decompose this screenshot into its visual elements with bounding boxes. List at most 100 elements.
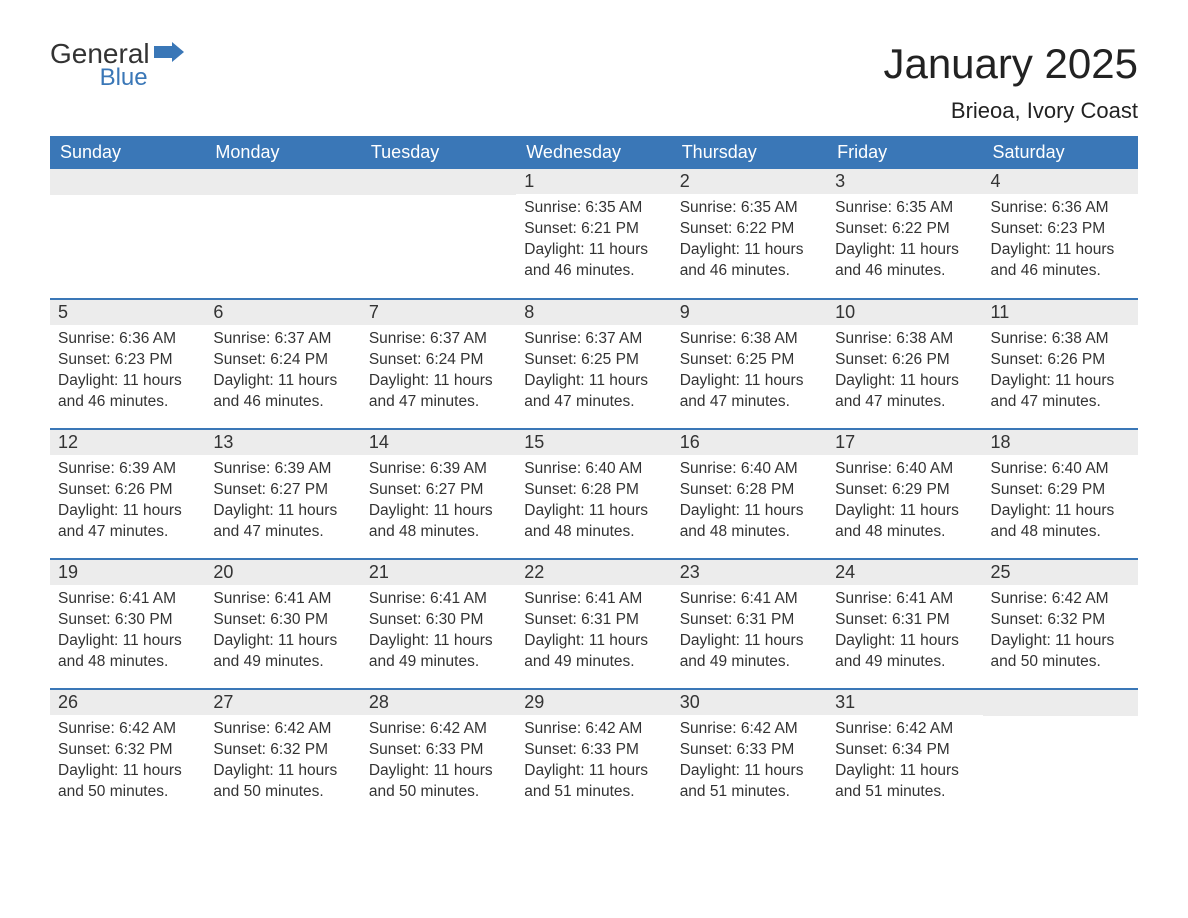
- empty-data: [361, 195, 516, 295]
- day-number: 27: [205, 690, 360, 715]
- day-number: 26: [50, 690, 205, 715]
- daylight-text: Daylight: 11 hours and 47 minutes.: [524, 371, 663, 413]
- sunrise-text: Sunrise: 6:41 AM: [213, 589, 352, 610]
- title-block: January 2025 Brieoa, Ivory Coast: [883, 40, 1138, 124]
- day-data: Sunrise: 6:37 AMSunset: 6:24 PMDaylight:…: [361, 325, 516, 423]
- calendar-week-row: 1Sunrise: 6:35 AMSunset: 6:21 PMDaylight…: [50, 169, 1138, 299]
- calendar-cell: 23Sunrise: 6:41 AMSunset: 6:31 PMDayligh…: [672, 559, 827, 689]
- day-data: Sunrise: 6:35 AMSunset: 6:21 PMDaylight:…: [516, 194, 671, 292]
- sunrise-text: Sunrise: 6:40 AM: [680, 459, 819, 480]
- sunrise-text: Sunrise: 6:36 AM: [58, 329, 197, 350]
- day-number: 25: [983, 560, 1138, 585]
- day-number: 4: [983, 169, 1138, 194]
- day-number: 22: [516, 560, 671, 585]
- sunrise-text: Sunrise: 6:39 AM: [213, 459, 352, 480]
- sunset-text: Sunset: 6:23 PM: [58, 350, 197, 371]
- location: Brieoa, Ivory Coast: [883, 98, 1138, 124]
- calendar-cell: [361, 169, 516, 299]
- day-data: Sunrise: 6:36 AMSunset: 6:23 PMDaylight:…: [983, 194, 1138, 292]
- day-data: Sunrise: 6:38 AMSunset: 6:26 PMDaylight:…: [827, 325, 982, 423]
- daylight-text: Daylight: 11 hours and 48 minutes.: [835, 501, 974, 543]
- empty-daynum: [983, 690, 1138, 716]
- calendar-cell: 10Sunrise: 6:38 AMSunset: 6:26 PMDayligh…: [827, 299, 982, 429]
- sunset-text: Sunset: 6:31 PM: [524, 610, 663, 631]
- sunrise-text: Sunrise: 6:41 AM: [835, 589, 974, 610]
- calendar-cell: 31Sunrise: 6:42 AMSunset: 6:34 PMDayligh…: [827, 689, 982, 819]
- calendar-cell: 5Sunrise: 6:36 AMSunset: 6:23 PMDaylight…: [50, 299, 205, 429]
- daylight-text: Daylight: 11 hours and 49 minutes.: [369, 631, 508, 673]
- calendar-cell: 4Sunrise: 6:36 AMSunset: 6:23 PMDaylight…: [983, 169, 1138, 299]
- weekday-header: Thursday: [672, 136, 827, 169]
- sunrise-text: Sunrise: 6:42 AM: [213, 719, 352, 740]
- empty-data: [205, 195, 360, 295]
- daylight-text: Daylight: 11 hours and 47 minutes.: [991, 371, 1130, 413]
- sunset-text: Sunset: 6:26 PM: [991, 350, 1130, 371]
- calendar-week-row: 5Sunrise: 6:36 AMSunset: 6:23 PMDaylight…: [50, 299, 1138, 429]
- calendar-cell: [983, 689, 1138, 819]
- calendar-cell: 14Sunrise: 6:39 AMSunset: 6:27 PMDayligh…: [361, 429, 516, 559]
- calendar-cell: 28Sunrise: 6:42 AMSunset: 6:33 PMDayligh…: [361, 689, 516, 819]
- day-data: Sunrise: 6:40 AMSunset: 6:29 PMDaylight:…: [983, 455, 1138, 553]
- weekday-header-row: Sunday Monday Tuesday Wednesday Thursday…: [50, 136, 1138, 169]
- sunrise-text: Sunrise: 6:41 AM: [524, 589, 663, 610]
- logo: General Blue: [50, 40, 184, 90]
- daylight-text: Daylight: 11 hours and 48 minutes.: [680, 501, 819, 543]
- day-number: 21: [361, 560, 516, 585]
- daylight-text: Daylight: 11 hours and 48 minutes.: [369, 501, 508, 543]
- day-data: Sunrise: 6:36 AMSunset: 6:23 PMDaylight:…: [50, 325, 205, 423]
- calendar-cell: 18Sunrise: 6:40 AMSunset: 6:29 PMDayligh…: [983, 429, 1138, 559]
- empty-daynum: [50, 169, 205, 195]
- sunset-text: Sunset: 6:27 PM: [369, 480, 508, 501]
- sunrise-text: Sunrise: 6:39 AM: [58, 459, 197, 480]
- calendar-cell: 24Sunrise: 6:41 AMSunset: 6:31 PMDayligh…: [827, 559, 982, 689]
- day-number: 9: [672, 300, 827, 325]
- day-data: Sunrise: 6:41 AMSunset: 6:31 PMDaylight:…: [516, 585, 671, 683]
- sunrise-text: Sunrise: 6:42 AM: [991, 589, 1130, 610]
- calendar-cell: 26Sunrise: 6:42 AMSunset: 6:32 PMDayligh…: [50, 689, 205, 819]
- daylight-text: Daylight: 11 hours and 47 minutes.: [58, 501, 197, 543]
- calendar-cell: [205, 169, 360, 299]
- sunrise-text: Sunrise: 6:41 AM: [369, 589, 508, 610]
- calendar-cell: 25Sunrise: 6:42 AMSunset: 6:32 PMDayligh…: [983, 559, 1138, 689]
- day-data: Sunrise: 6:42 AMSunset: 6:32 PMDaylight:…: [50, 715, 205, 813]
- calendar-cell: 30Sunrise: 6:42 AMSunset: 6:33 PMDayligh…: [672, 689, 827, 819]
- sunset-text: Sunset: 6:31 PM: [680, 610, 819, 631]
- sunrise-text: Sunrise: 6:41 AM: [680, 589, 819, 610]
- sunset-text: Sunset: 6:32 PM: [213, 740, 352, 761]
- daylight-text: Daylight: 11 hours and 50 minutes.: [369, 761, 508, 803]
- sunrise-text: Sunrise: 6:38 AM: [991, 329, 1130, 350]
- daylight-text: Daylight: 11 hours and 47 minutes.: [680, 371, 819, 413]
- daylight-text: Daylight: 11 hours and 51 minutes.: [524, 761, 663, 803]
- day-number: 24: [827, 560, 982, 585]
- day-data: Sunrise: 6:38 AMSunset: 6:26 PMDaylight:…: [983, 325, 1138, 423]
- calendar-cell: 2Sunrise: 6:35 AMSunset: 6:22 PMDaylight…: [672, 169, 827, 299]
- day-data: Sunrise: 6:42 AMSunset: 6:33 PMDaylight:…: [516, 715, 671, 813]
- daylight-text: Daylight: 11 hours and 50 minutes.: [213, 761, 352, 803]
- day-number: 11: [983, 300, 1138, 325]
- calendar-week-row: 12Sunrise: 6:39 AMSunset: 6:26 PMDayligh…: [50, 429, 1138, 559]
- day-data: Sunrise: 6:41 AMSunset: 6:30 PMDaylight:…: [361, 585, 516, 683]
- day-data: Sunrise: 6:42 AMSunset: 6:34 PMDaylight:…: [827, 715, 982, 813]
- day-number: 16: [672, 430, 827, 455]
- sunset-text: Sunset: 6:34 PM: [835, 740, 974, 761]
- sunset-text: Sunset: 6:26 PM: [835, 350, 974, 371]
- day-number: 3: [827, 169, 982, 194]
- sunset-text: Sunset: 6:26 PM: [58, 480, 197, 501]
- daylight-text: Daylight: 11 hours and 50 minutes.: [991, 631, 1130, 673]
- day-data: Sunrise: 6:40 AMSunset: 6:29 PMDaylight:…: [827, 455, 982, 553]
- daylight-text: Daylight: 11 hours and 48 minutes.: [58, 631, 197, 673]
- day-number: 31: [827, 690, 982, 715]
- day-number: 5: [50, 300, 205, 325]
- day-data: Sunrise: 6:38 AMSunset: 6:25 PMDaylight:…: [672, 325, 827, 423]
- daylight-text: Daylight: 11 hours and 51 minutes.: [835, 761, 974, 803]
- weekday-header: Sunday: [50, 136, 205, 169]
- calendar-cell: 29Sunrise: 6:42 AMSunset: 6:33 PMDayligh…: [516, 689, 671, 819]
- sunrise-text: Sunrise: 6:42 AM: [680, 719, 819, 740]
- day-number: 14: [361, 430, 516, 455]
- day-data: Sunrise: 6:41 AMSunset: 6:30 PMDaylight:…: [205, 585, 360, 683]
- sunrise-text: Sunrise: 6:42 AM: [58, 719, 197, 740]
- sunrise-text: Sunrise: 6:36 AM: [991, 198, 1130, 219]
- sunset-text: Sunset: 6:22 PM: [835, 219, 974, 240]
- weekday-header: Monday: [205, 136, 360, 169]
- day-data: Sunrise: 6:35 AMSunset: 6:22 PMDaylight:…: [672, 194, 827, 292]
